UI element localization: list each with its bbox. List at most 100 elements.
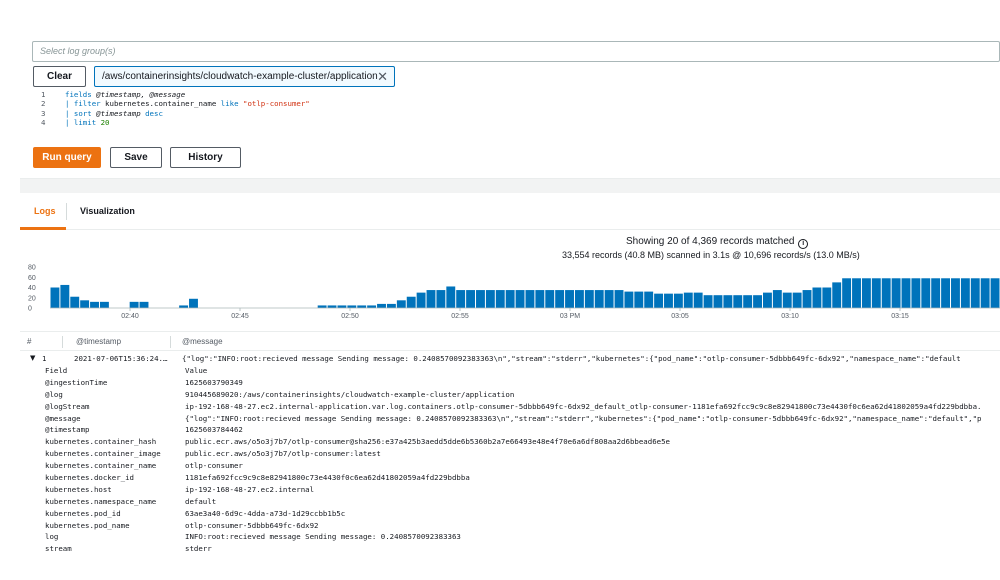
- histogram-bar[interactable]: [357, 305, 367, 308]
- histogram-bar[interactable]: [367, 305, 377, 308]
- histogram-bar[interactable]: [733, 295, 743, 308]
- history-button[interactable]: History: [170, 147, 241, 168]
- histogram-bar[interactable]: [812, 287, 822, 309]
- histogram-bar[interactable]: [179, 305, 189, 308]
- histogram-bar[interactable]: [614, 290, 624, 308]
- histogram-bar[interactable]: [436, 290, 446, 308]
- histogram-bar[interactable]: [664, 293, 673, 308]
- tab-visualization[interactable]: Visualization: [80, 206, 135, 216]
- histogram-bar[interactable]: [495, 290, 505, 308]
- histogram-bar[interactable]: [565, 290, 574, 308]
- histogram-bar[interactable]: [792, 292, 802, 308]
- histogram-bar[interactable]: [822, 287, 832, 309]
- histogram-bar[interactable]: [466, 290, 476, 308]
- table-row[interactable]: ▼ 1 2021-07-06T15:36:24.… {"log":"INFO:r…: [20, 352, 1000, 365]
- query-editor[interactable]: 1 fields @timestamp, @message 2 | filter ku…: [33, 90, 1000, 136]
- histogram-bar[interactable]: [782, 292, 792, 308]
- histogram-bar[interactable]: [377, 303, 386, 308]
- histogram-bar[interactable]: [921, 278, 931, 308]
- histogram-bar[interactable]: [951, 278, 960, 308]
- histogram-bar[interactable]: [317, 305, 327, 308]
- histogram-bar[interactable]: [703, 295, 713, 308]
- histogram-x-tick: 03:10: [781, 313, 799, 319]
- column-header-timestamp[interactable]: @timestamp: [76, 337, 122, 346]
- histogram-bar[interactable]: [327, 305, 337, 308]
- histogram-bar[interactable]: [871, 278, 881, 308]
- histogram-bar[interactable]: [386, 303, 396, 308]
- histogram-bar[interactable]: [881, 278, 891, 308]
- histogram-bar[interactable]: [980, 278, 990, 308]
- histogram-bar[interactable]: [80, 300, 90, 308]
- histogram-bar[interactable]: [960, 278, 970, 308]
- histogram-bar[interactable]: [456, 290, 466, 308]
- histogram-bar[interactable]: [941, 278, 951, 308]
- histogram-bar[interactable]: [931, 278, 941, 308]
- histogram-bar[interactable]: [515, 290, 525, 308]
- histogram-bar[interactable]: [337, 305, 347, 308]
- histogram-bar[interactable]: [644, 291, 654, 308]
- histogram-bar[interactable]: [525, 290, 535, 308]
- histogram-bar[interactable]: [970, 278, 980, 308]
- run-query-button[interactable]: Run query: [33, 147, 101, 168]
- histogram-bar[interactable]: [545, 290, 555, 308]
- histogram-bar[interactable]: [693, 292, 703, 308]
- histogram-bar[interactable]: [50, 287, 60, 309]
- histogram-bar[interactable]: [426, 290, 436, 308]
- histogram-bar[interactable]: [406, 296, 416, 308]
- histogram-bar[interactable]: [347, 305, 357, 308]
- histogram-bar[interactable]: [446, 286, 456, 308]
- histogram-bar[interactable]: [683, 292, 693, 308]
- histogram-bar[interactable]: [673, 293, 683, 308]
- clear-button[interactable]: Clear: [33, 66, 86, 87]
- histogram-bar[interactable]: [832, 282, 842, 308]
- histogram-bar[interactable]: [189, 298, 198, 308]
- histogram-bar[interactable]: [574, 290, 584, 308]
- histogram-bar[interactable]: [129, 301, 139, 308]
- histogram-bar[interactable]: [654, 293, 664, 308]
- histogram-bar[interactable]: [60, 284, 70, 308]
- histogram-bar[interactable]: [555, 290, 565, 308]
- histogram-bar[interactable]: [990, 278, 1000, 308]
- histogram-bar[interactable]: [723, 295, 733, 308]
- histogram-bar[interactable]: [634, 291, 644, 308]
- histogram-bar[interactable]: [802, 290, 812, 308]
- editor-line[interactable]: 4 | limit 20: [33, 118, 1000, 127]
- histogram-bar[interactable]: [139, 301, 149, 308]
- histogram-bar[interactable]: [911, 278, 921, 308]
- histogram-bar[interactable]: [594, 290, 604, 308]
- histogram-bar[interactable]: [842, 278, 852, 308]
- histogram-bar[interactable]: [604, 290, 614, 308]
- save-button[interactable]: Save: [110, 147, 162, 168]
- histogram-bar[interactable]: [396, 300, 406, 308]
- histogram-bar[interactable]: [485, 290, 495, 308]
- histogram-bar[interactable]: [891, 278, 901, 308]
- histogram-bar[interactable]: [861, 278, 871, 308]
- histogram-bar[interactable]: [852, 278, 861, 308]
- histogram-bar[interactable]: [535, 290, 545, 308]
- editor-line[interactable]: 2 | filter kubernetes.container_name like…: [33, 99, 1000, 108]
- histogram-bar[interactable]: [90, 301, 99, 308]
- caret-down-icon[interactable]: ▼: [30, 354, 36, 362]
- histogram-bar[interactable]: [584, 290, 594, 308]
- histogram-bar[interactable]: [763, 292, 772, 308]
- histogram-bar[interactable]: [743, 295, 753, 308]
- histogram-bar[interactable]: [416, 292, 426, 308]
- histogram-bar[interactable]: [99, 301, 109, 308]
- remove-log-group-icon[interactable]: ✕: [377, 69, 388, 84]
- histogram-bar[interactable]: [713, 295, 723, 308]
- column-header-message[interactable]: @message: [182, 337, 223, 346]
- histogram-bar[interactable]: [70, 296, 80, 308]
- selected-log-group-label: /aws/containerinsights/cloudwatch-exampl…: [102, 71, 378, 82]
- histogram-bar[interactable]: [505, 290, 515, 308]
- histogram-bar[interactable]: [753, 295, 762, 308]
- tab-logs[interactable]: Logs: [34, 206, 56, 216]
- histogram-bar[interactable]: [772, 290, 782, 308]
- log-group-select[interactable]: Select log group(s): [32, 41, 1000, 62]
- histogram-bar[interactable]: [476, 290, 485, 308]
- info-icon[interactable]: i: [798, 239, 809, 249]
- field-row: @log 910445689020:/aws/containerinsights/…: [45, 389, 1000, 401]
- editor-line[interactable]: 1 fields @timestamp, @message: [33, 90, 1000, 99]
- editor-line[interactable]: 3 | sort @timestamp desc: [33, 109, 1000, 118]
- histogram-bar[interactable]: [901, 278, 911, 308]
- histogram-bar[interactable]: [624, 291, 634, 308]
